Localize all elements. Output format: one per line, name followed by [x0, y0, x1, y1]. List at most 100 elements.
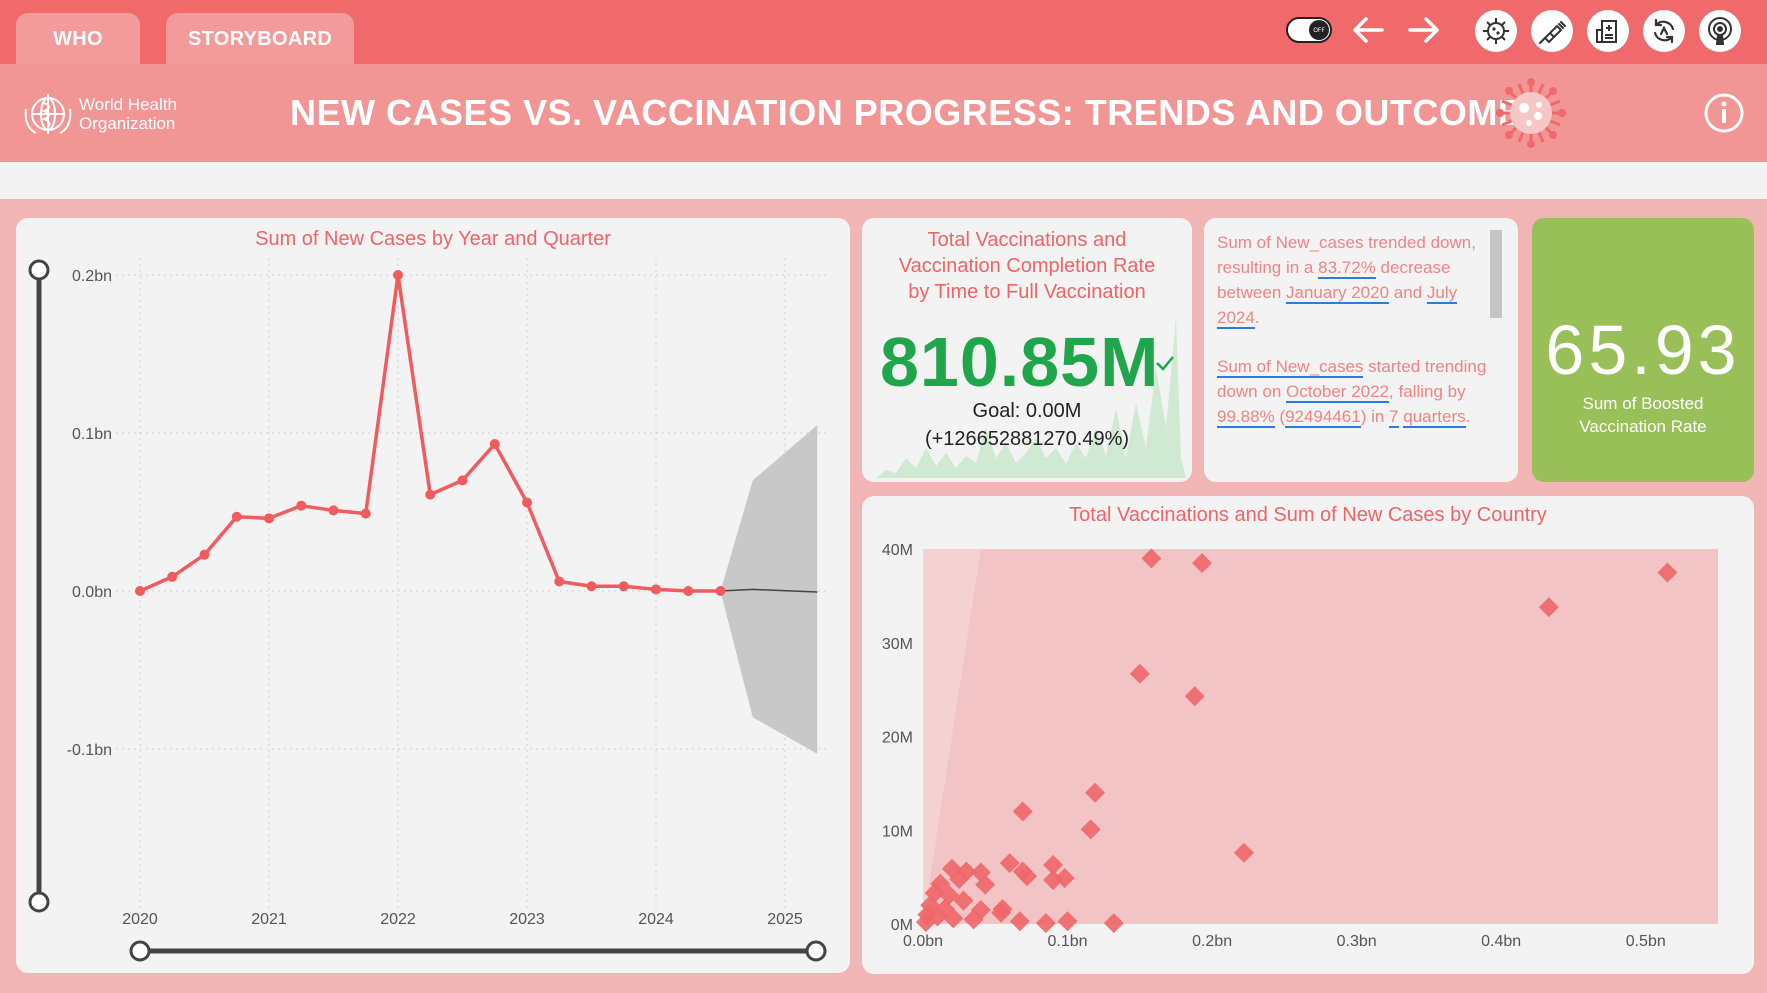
- y-range-slider-handle-top[interactable]: [28, 259, 50, 281]
- logo-line-2: Organization: [79, 114, 176, 133]
- country-data-point[interactable]: [1538, 597, 1559, 618]
- country-data-point[interactable]: [1129, 663, 1150, 684]
- country-data-point[interactable]: [992, 899, 1013, 919]
- country-data-point[interactable]: [1184, 686, 1205, 707]
- data-point[interactable]: [683, 586, 694, 596]
- country-data-point[interactable]: [999, 853, 1020, 874]
- forward-arrow-icon[interactable]: [1406, 14, 1442, 46]
- data-point[interactable]: [231, 511, 242, 522]
- narrative-highlight[interactable]: quarters: [1403, 407, 1466, 428]
- data-point[interactable]: [522, 497, 532, 508]
- x-range-slider-handle-right[interactable]: [805, 940, 827, 962]
- country-data-point[interactable]: [915, 912, 936, 933]
- country-data-point[interactable]: [1043, 869, 1064, 890]
- kpi-value: 810.85M: [880, 323, 1160, 401]
- country-data-point[interactable]: [1043, 854, 1064, 875]
- boosted-label-line-2: Vaccination Rate: [1579, 417, 1707, 436]
- country-data-point[interactable]: [1009, 911, 1030, 932]
- country-data-point[interactable]: [1233, 842, 1254, 863]
- narrative-text: and: [1393, 283, 1427, 302]
- hospital-icon[interactable]: [1587, 10, 1629, 52]
- country-data-point[interactable]: [1085, 782, 1106, 803]
- narrative-text: falling by: [1398, 382, 1466, 401]
- x-tick-label: 0.0bn: [903, 933, 943, 950]
- data-point[interactable]: [167, 571, 178, 582]
- country-data-point[interactable]: [1141, 548, 1162, 569]
- data-point[interactable]: [328, 505, 339, 516]
- kpi-title: Total Vaccinations and Vaccination Compl…: [862, 227, 1192, 305]
- x-tick-label: 2021: [251, 911, 287, 928]
- data-point[interactable]: [651, 584, 661, 595]
- narrative-highlight[interactable]: January 2020: [1286, 283, 1390, 304]
- country-data-point[interactable]: [1012, 801, 1033, 822]
- narrative-highlight[interactable]: 99.88%: [1217, 407, 1275, 428]
- country-data-point[interactable]: [1191, 553, 1212, 574]
- smart-narrative-card: Sum of New_cases trended down, resulting…: [1204, 218, 1518, 482]
- country-data-point[interactable]: [1657, 562, 1678, 583]
- country-data-point[interactable]: [943, 908, 964, 929]
- narrative-text: decrease between: [1217, 258, 1451, 302]
- line-chart-title: Sum of New Cases by Year and Quarter: [255, 228, 611, 250]
- narrative-highlight[interactable]: Sum of New_cases: [1217, 357, 1364, 378]
- country-data-point[interactable]: [1035, 913, 1056, 934]
- boosted-rate-value: 65.93: [1545, 311, 1741, 389]
- line-chart: 0.2bn 0.1bn 0.0bn -0.1bn 2020 2021 2022 2023 202…: [28, 258, 827, 962]
- x-tick-label: 2022: [380, 911, 416, 928]
- narrative-highlight[interactable]: 83.72%: [1318, 258, 1376, 279]
- narrative-highlight[interactable]: 92494461: [1285, 407, 1361, 428]
- tab-who[interactable]: WHO: [16, 13, 140, 65]
- podcast-icon[interactable]: [1699, 10, 1741, 52]
- narrative-text: ,: [1389, 382, 1394, 401]
- page-header: [0, 64, 1767, 162]
- kpi-title-line-1: Total Vaccinations and: [927, 229, 1127, 251]
- syringe-icon[interactable]: [1531, 10, 1573, 52]
- x-tick-label: 2020: [122, 911, 158, 928]
- x-range-slider-handle-left[interactable]: [129, 940, 151, 962]
- data-point[interactable]: [296, 500, 307, 511]
- data-point[interactable]: [264, 513, 274, 524]
- y-tick-label: -0.1bn: [67, 742, 112, 759]
- country-data-point[interactable]: [975, 874, 996, 895]
- back-arrow-icon[interactable]: [1350, 14, 1386, 46]
- narrative-paragraph-1: Sum of New_cases trended down, resulting…: [1217, 230, 1487, 330]
- country-data-point[interactable]: [1080, 819, 1101, 840]
- x-tick-label: 0.2bn: [1192, 933, 1232, 950]
- x-tick-label: 0.1bn: [1048, 933, 1088, 950]
- virus-icon[interactable]: [1475, 10, 1517, 52]
- data-point[interactable]: [360, 508, 371, 519]
- scatter-plot-area: [923, 549, 1718, 924]
- data-point[interactable]: [199, 549, 210, 560]
- data-point[interactable]: [586, 581, 597, 592]
- data-point[interactable]: [393, 270, 403, 280]
- data-point[interactable]: [457, 475, 468, 486]
- data-point[interactable]: [554, 576, 565, 587]
- country-data-point[interactable]: [970, 899, 991, 920]
- narrative-scrollbar[interactable]: [1490, 230, 1502, 318]
- country-data-point[interactable]: [927, 906, 948, 927]
- tab-storyboard[interactable]: STORYBOARD: [166, 13, 354, 65]
- country-data-point[interactable]: [963, 909, 984, 930]
- data-point[interactable]: [135, 586, 145, 596]
- toggle-icon[interactable]: OFF: [1286, 17, 1332, 43]
- data-point[interactable]: [425, 489, 436, 500]
- kpi-goal: Goal: 0.00M: [972, 400, 1082, 422]
- data-point[interactable]: [618, 581, 629, 592]
- narrative-highlight[interactable]: October 2022: [1286, 382, 1390, 403]
- country-data-point[interactable]: [949, 869, 970, 889]
- data-point[interactable]: [715, 586, 726, 596]
- boosted-rate-card: 65.93 Sum of Boosted Vaccination Rate: [1532, 218, 1754, 482]
- country-data-point[interactable]: [1057, 911, 1078, 932]
- country-data-point[interactable]: [1017, 866, 1038, 887]
- info-icon[interactable]: [1703, 92, 1745, 134]
- narrative-highlight[interactable]: July 2024: [1217, 283, 1458, 329]
- x-tick-label: 2024: [638, 911, 674, 928]
- data-point[interactable]: [489, 439, 500, 450]
- y-range-slider-handle-bottom[interactable]: [28, 891, 50, 913]
- narrative-text: down, resulting in a: [1217, 233, 1476, 277]
- narrative-highlight[interactable]: 7: [1389, 407, 1399, 428]
- country-data-point[interactable]: [1054, 868, 1075, 889]
- narrative-text: trending down on: [1217, 357, 1487, 401]
- refresh-icon[interactable]: [1643, 10, 1685, 52]
- country-data-point[interactable]: [1103, 913, 1124, 934]
- country-data-point[interactable]: [953, 890, 974, 911]
